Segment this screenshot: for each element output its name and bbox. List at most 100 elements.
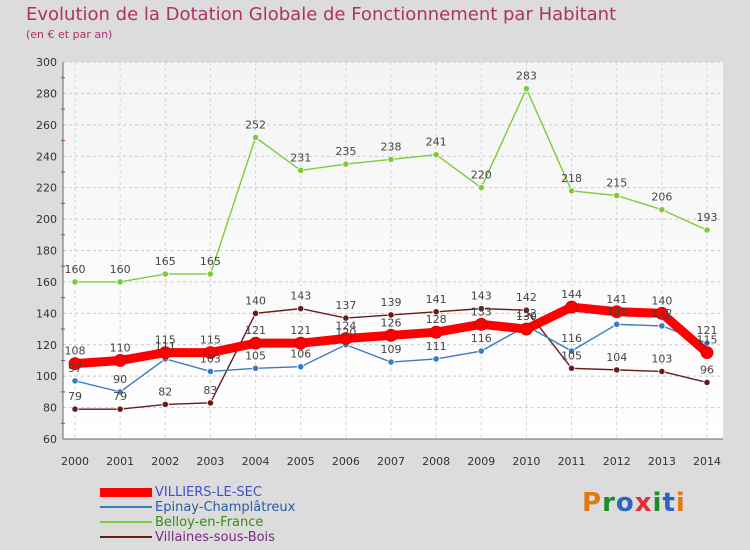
- data-label: 96: [700, 363, 714, 376]
- data-point: [658, 206, 666, 214]
- data-label: 235: [335, 145, 356, 158]
- data-point: [567, 187, 576, 195]
- logo-letter: i: [675, 488, 686, 518]
- x-tick-label: 2014: [693, 455, 721, 468]
- data-point: [703, 378, 711, 387]
- data-label: 160: [110, 263, 131, 276]
- data-point: [297, 166, 305, 174]
- data-point: [477, 347, 485, 355]
- proxiti-logo: Proxiti: [582, 488, 686, 518]
- data-label: 120: [335, 326, 356, 339]
- data-label: 252: [245, 118, 266, 131]
- legend-swatch: [100, 536, 152, 538]
- data-label: 141: [606, 293, 627, 306]
- data-point: [658, 322, 666, 330]
- data-point: [249, 336, 262, 350]
- data-point: [432, 308, 440, 316]
- data-label: 241: [426, 136, 447, 149]
- x-tick-label: 2000: [61, 455, 89, 468]
- legend-label: Belloy-en-France: [155, 515, 264, 530]
- data-point: [429, 325, 443, 339]
- data-point: [432, 355, 440, 363]
- data-label: 121: [697, 324, 718, 337]
- y-tick-label: 200: [36, 213, 57, 226]
- y-tick-label: 140: [36, 307, 57, 320]
- data-point: [206, 367, 215, 376]
- legend-item: VILLIERS-LE-SEC: [100, 485, 420, 500]
- data-label: 97: [68, 362, 82, 375]
- data-point: [387, 311, 395, 319]
- data-label: 132: [516, 307, 537, 320]
- data-label: 144: [561, 288, 582, 301]
- data-label: 106: [290, 348, 311, 361]
- data-label: 116: [561, 332, 582, 345]
- grid-lines: [63, 61, 723, 440]
- y-tick-label: 80: [43, 402, 57, 415]
- x-tick-label: 2007: [377, 455, 405, 468]
- data-point: [68, 357, 82, 371]
- data-point: [158, 346, 172, 360]
- data-label: 103: [200, 352, 221, 365]
- data-point: [297, 363, 305, 371]
- data-label: 121: [245, 324, 266, 337]
- data-label: 104: [606, 351, 627, 364]
- data-label: 128: [426, 313, 447, 326]
- data-label: 140: [651, 294, 672, 307]
- data-label: 218: [561, 172, 582, 185]
- data-point: [116, 388, 124, 396]
- data-point: [204, 346, 217, 360]
- data-label: 115: [697, 334, 718, 347]
- data-label: 115: [155, 334, 176, 347]
- y-tick-label: 100: [36, 370, 57, 383]
- data-label: 116: [471, 332, 492, 345]
- data-point: [520, 322, 533, 336]
- legend-item: Villaines-sous-Bois: [100, 530, 420, 545]
- data-label: 160: [65, 263, 86, 276]
- data-label: 130: [516, 310, 537, 323]
- data-label: 83: [203, 384, 217, 397]
- x-tick-label: 2003: [196, 455, 224, 468]
- y-tick-label: 120: [36, 339, 57, 352]
- data-label: 110: [110, 341, 131, 354]
- data-label: 238: [381, 140, 402, 153]
- legend-swatch: [100, 506, 152, 508]
- data-label: 141: [426, 293, 447, 306]
- x-tick-label: 2005: [287, 455, 315, 468]
- legend-label: VILLIERS-LE-SEC: [155, 485, 262, 500]
- data-label: 132: [651, 307, 672, 320]
- data-point: [161, 270, 169, 278]
- data-point: [613, 191, 621, 200]
- data-point: [610, 305, 624, 319]
- data-label: 126: [381, 316, 402, 329]
- data-label: 165: [200, 255, 221, 268]
- x-tick-label: 2012: [603, 455, 631, 468]
- data-label: 133: [606, 305, 627, 318]
- logo-letter: P: [582, 488, 603, 518]
- data-point: [116, 278, 124, 286]
- logo-letter: i: [652, 488, 663, 518]
- data-point: [206, 270, 215, 278]
- legend: VILLIERS-LE-SEC Epinay-Champlâtreux Belloy…: [100, 485, 420, 545]
- data-point: [342, 314, 350, 322]
- data-point: [387, 358, 395, 366]
- data-label: 215: [606, 177, 627, 190]
- series-layer: [68, 85, 714, 413]
- data-point: [700, 346, 714, 360]
- data-point: [251, 133, 260, 141]
- data-point: [384, 328, 398, 342]
- x-tick-label: 2011: [558, 455, 586, 468]
- data-point: [658, 367, 666, 376]
- data-label: 137: [335, 299, 356, 312]
- x-tick-label: 2002: [151, 455, 179, 468]
- legend-item: Epinay-Champlâtreux: [100, 500, 420, 515]
- logo-letter: x: [634, 488, 653, 518]
- data-label: 143: [290, 290, 311, 303]
- data-point: [161, 400, 169, 409]
- x-tick-label: 2008: [422, 455, 450, 468]
- y-tick-label: 60: [43, 433, 57, 446]
- data-point: [432, 151, 440, 159]
- data-label: 165: [155, 255, 176, 268]
- data-label: 115: [200, 334, 221, 347]
